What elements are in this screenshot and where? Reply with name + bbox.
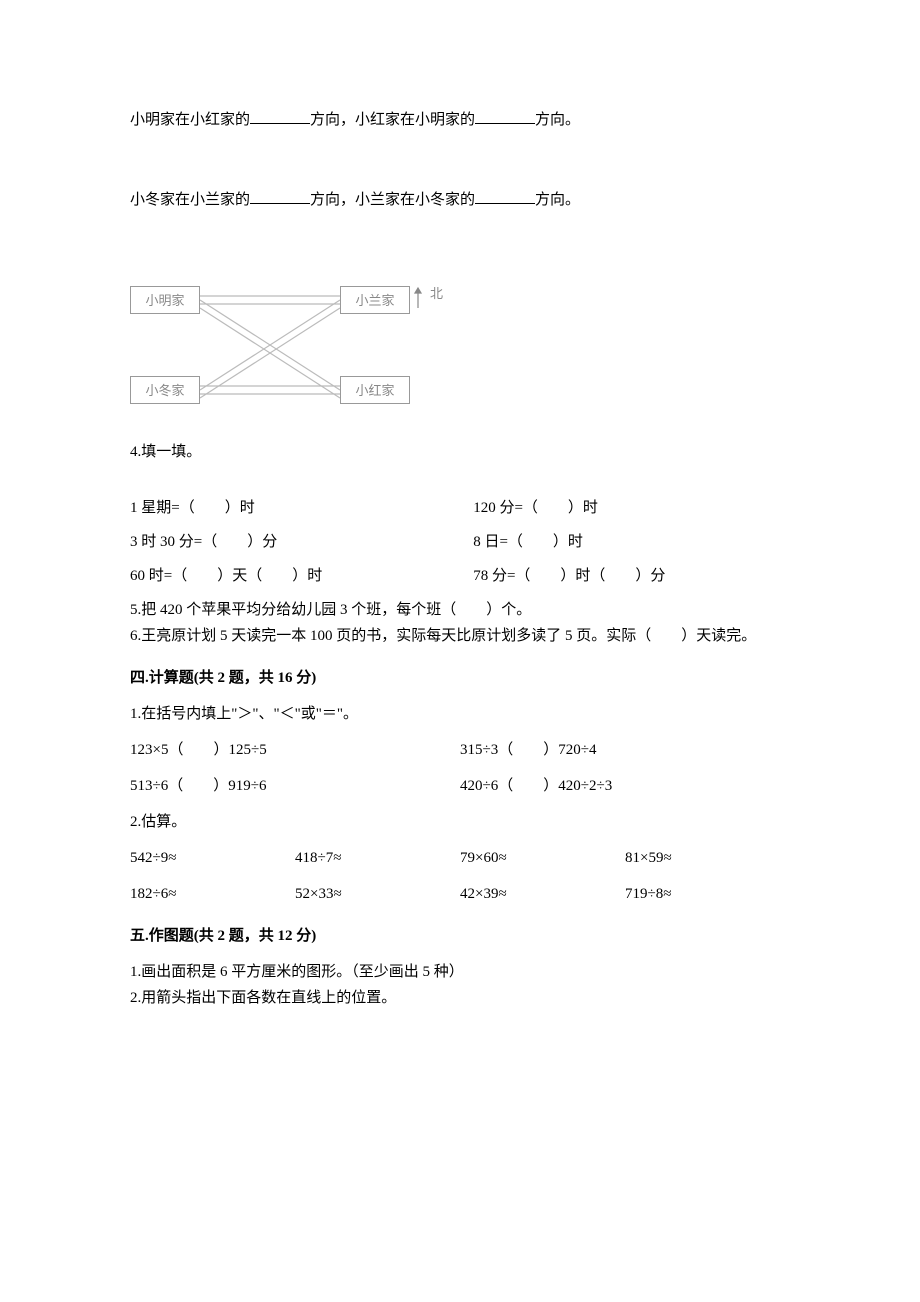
q4-pairs: 1 星期=（ ）时 120 分=（ ）时 3 时 30 分=（ ）分 8 日=（ ）时… bbox=[130, 496, 790, 588]
estimate-item: 719÷8≈ bbox=[625, 882, 790, 906]
house-top-right: 小兰家 bbox=[340, 286, 410, 314]
text: 方向，小红家在小明家的 bbox=[310, 112, 475, 128]
estimate-row: 182÷6≈52×33≈42×39≈719÷8≈ bbox=[130, 882, 790, 906]
direction-q-line1: 小明家在小红家的 方向，小红家在小明家的 方向。 bbox=[130, 108, 790, 132]
house-diagram: 小明家 小兰家 小冬家 小红家 北 bbox=[130, 280, 460, 410]
blank bbox=[250, 188, 310, 204]
spacer bbox=[130, 220, 790, 260]
estimate-item: 79×60≈ bbox=[460, 846, 625, 870]
compare-item: 315÷3（ ）720÷4 bbox=[460, 738, 790, 762]
q4-pair-row: 3 时 30 分=（ ）分 8 日=（ ）时 bbox=[130, 530, 790, 554]
house-bottom-right: 小红家 bbox=[340, 376, 410, 404]
blank bbox=[250, 108, 310, 124]
page-content: 小明家在小红家的方向，小红家在小明家的方向。 小冬家在小兰家的方向，小兰家在小冬… bbox=[0, 0, 920, 1072]
text: 方向，小兰家在小冬家的 bbox=[310, 192, 475, 208]
q4-title: 4.填一填。 bbox=[130, 440, 790, 464]
text: 小冬家在小兰家的 bbox=[130, 192, 250, 208]
sec4-q2-rows: 542÷9≈418÷7≈79×60≈81×59≈ 182÷6≈52×33≈42×3… bbox=[130, 846, 790, 906]
house-top-left: 小明家 bbox=[130, 286, 200, 314]
sec5-q2: 2.用箭头指出下面各数在直线上的位置。 bbox=[130, 986, 790, 1010]
text: 小明家在小红家的 bbox=[130, 112, 250, 128]
estimate-item: 52×33≈ bbox=[295, 882, 460, 906]
estimate-item: 81×59≈ bbox=[625, 846, 790, 870]
sec4-q1-prompt: 1.在括号内填上"＞"、"＜"或"＝"。 bbox=[130, 702, 790, 726]
spacer bbox=[130, 140, 790, 180]
sec4-q1-rows: 123×5（ ）125÷5315÷3（ ）720÷4513÷6（ ）919÷64… bbox=[130, 738, 790, 798]
north-label: 北 bbox=[430, 284, 443, 305]
q4-right: 8 日=（ ）时 bbox=[473, 530, 790, 554]
q4-pair-row: 60 时=（ ）天（ ）时 78 分=（ ）时（ ）分 bbox=[130, 564, 790, 588]
q6-text: 6.王亮原计划 5 天读完一本 100 页的书，实际每天比原计划多读了 5 页。… bbox=[130, 624, 790, 648]
compare-row: 123×5（ ）125÷5315÷3（ ）720÷4 bbox=[130, 738, 790, 762]
estimate-item: 418÷7≈ bbox=[295, 846, 460, 870]
text: 方向。 bbox=[535, 192, 580, 208]
compare-item: 420÷6（ ）420÷2÷3 bbox=[460, 774, 790, 798]
estimate-item: 182÷6≈ bbox=[130, 882, 295, 906]
q4-left: 1 星期=（ ）时 bbox=[130, 496, 447, 520]
q4-pair-row: 1 星期=（ ）时 120 分=（ ）时 bbox=[130, 496, 790, 520]
sec4-q2-prompt: 2.估算。 bbox=[130, 810, 790, 834]
q4-right: 120 分=（ ）时 bbox=[473, 496, 790, 520]
direction-q-line2: 小冬家在小兰家的 方向，小兰家在小冬家的 方向。 bbox=[130, 188, 790, 212]
estimate-row: 542÷9≈418÷7≈79×60≈81×59≈ bbox=[130, 846, 790, 870]
estimate-item: 42×39≈ bbox=[460, 882, 625, 906]
q4-left: 60 时=（ ）天（ ）时 bbox=[130, 564, 447, 588]
compare-item: 123×5（ ）125÷5 bbox=[130, 738, 460, 762]
compare-item: 513÷6（ ）919÷6 bbox=[130, 774, 460, 798]
compare-row: 513÷6（ ）919÷6420÷6（ ）420÷2÷3 bbox=[130, 774, 790, 798]
section5-title: 五.作图题(共 2 题，共 12 分) bbox=[130, 924, 790, 948]
q5-text: 5.把 420 个苹果平均分给幼儿园 3 个班，每个班（ ）个。 bbox=[130, 598, 790, 622]
q4-left: 3 时 30 分=（ ）分 bbox=[130, 530, 447, 554]
spacer bbox=[130, 472, 790, 486]
house-bottom-left: 小冬家 bbox=[130, 376, 200, 404]
sec5-q1: 1.画出面积是 6 平方厘米的图形。（至少画出 5 种） bbox=[130, 960, 790, 984]
blank bbox=[475, 188, 535, 204]
blank bbox=[475, 108, 535, 124]
q4-right: 78 分=（ ）时（ ）分 bbox=[473, 564, 790, 588]
estimate-item: 542÷9≈ bbox=[130, 846, 295, 870]
text: 方向。 bbox=[535, 112, 580, 128]
section4-title: 四.计算题(共 2 题，共 16 分) bbox=[130, 666, 790, 690]
